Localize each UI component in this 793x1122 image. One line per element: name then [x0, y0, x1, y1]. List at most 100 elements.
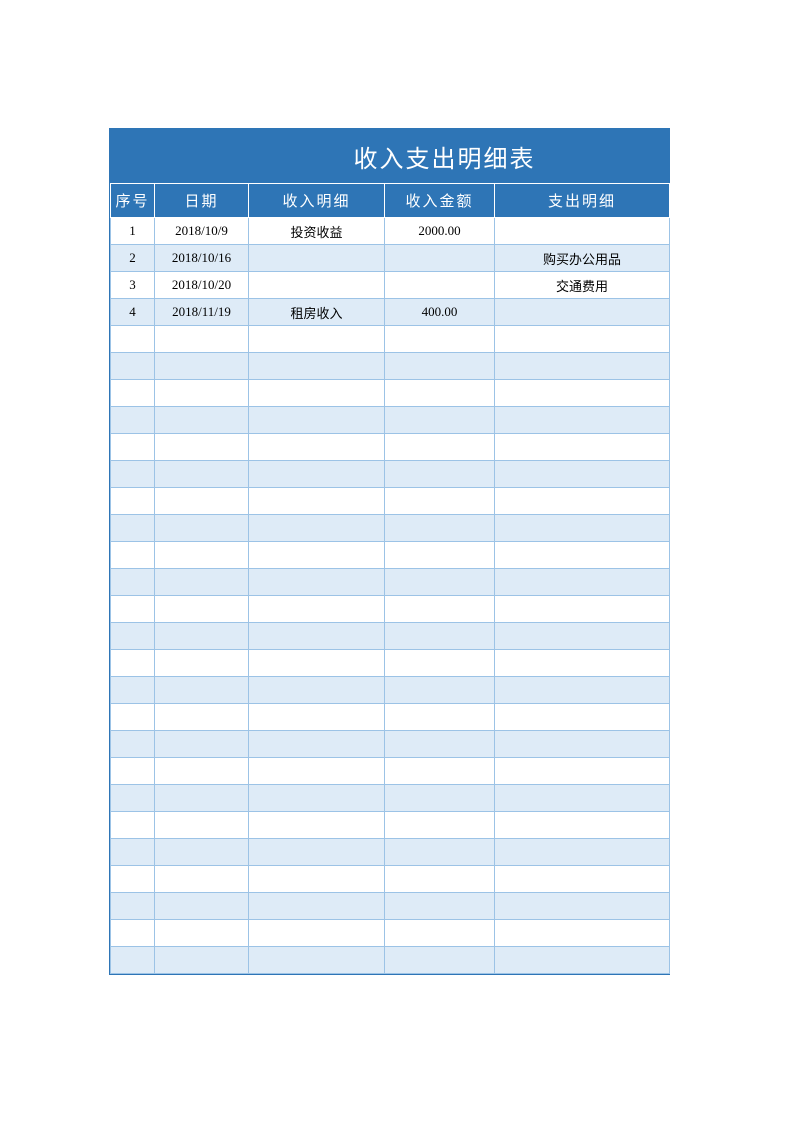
cell-income-amount	[385, 407, 495, 434]
table-row	[111, 785, 670, 812]
cell-income-detail	[249, 542, 385, 569]
cell-date	[155, 326, 249, 353]
cell-expense-detail	[495, 218, 670, 245]
table-row	[111, 947, 670, 974]
cell-date	[155, 569, 249, 596]
cell-date	[155, 758, 249, 785]
header-row: 序号 日期 收入明细 收入金额 支出明细	[111, 184, 670, 218]
cell-date	[155, 488, 249, 515]
table-row	[111, 569, 670, 596]
cell-expense-detail: 交通费用	[495, 272, 670, 299]
cell-income-detail	[249, 704, 385, 731]
cell-income-amount	[385, 785, 495, 812]
cell-income-detail	[249, 569, 385, 596]
cell-seq	[111, 353, 155, 380]
cell-expense-detail	[495, 650, 670, 677]
cell-seq	[111, 650, 155, 677]
cell-seq: 3	[111, 272, 155, 299]
cell-expense-detail	[495, 488, 670, 515]
cell-income-detail	[249, 380, 385, 407]
cell-income-detail	[249, 785, 385, 812]
cell-seq	[111, 542, 155, 569]
cell-income-detail	[249, 947, 385, 974]
col-header-income-amount: 收入金额	[385, 184, 495, 218]
cell-date	[155, 623, 249, 650]
cell-seq	[111, 947, 155, 974]
cell-date	[155, 785, 249, 812]
cell-income-amount	[385, 947, 495, 974]
table-row	[111, 704, 670, 731]
cell-date	[155, 704, 249, 731]
cell-income-detail	[249, 245, 385, 272]
cell-income-amount: 2000.00	[385, 218, 495, 245]
cell-income-detail: 租房收入	[249, 299, 385, 326]
cell-income-amount	[385, 515, 495, 542]
table-row	[111, 407, 670, 434]
cell-income-detail: 投资收益	[249, 218, 385, 245]
cell-income-detail	[249, 677, 385, 704]
table-row	[111, 461, 670, 488]
cell-income-detail	[249, 623, 385, 650]
cell-income-detail	[249, 866, 385, 893]
table-row: 22018/10/16购买办公用品	[111, 245, 670, 272]
cell-date	[155, 380, 249, 407]
cell-seq	[111, 434, 155, 461]
cell-income-detail	[249, 812, 385, 839]
cell-seq: 2	[111, 245, 155, 272]
cell-income-amount	[385, 866, 495, 893]
cell-expense-detail	[495, 839, 670, 866]
table-row	[111, 542, 670, 569]
cell-income-detail	[249, 326, 385, 353]
cell-seq	[111, 461, 155, 488]
cell-expense-detail	[495, 326, 670, 353]
cell-expense-detail	[495, 515, 670, 542]
cell-income-amount	[385, 245, 495, 272]
cell-seq	[111, 515, 155, 542]
table-row	[111, 677, 670, 704]
col-header-income-detail: 收入明细	[249, 184, 385, 218]
cell-income-detail	[249, 515, 385, 542]
cell-income-amount	[385, 596, 495, 623]
cell-income-amount	[385, 623, 495, 650]
cell-expense-detail	[495, 758, 670, 785]
cell-income-detail	[249, 731, 385, 758]
cell-seq	[111, 677, 155, 704]
cell-income-amount	[385, 704, 495, 731]
cell-expense-detail	[495, 677, 670, 704]
cell-seq	[111, 866, 155, 893]
cell-expense-detail	[495, 461, 670, 488]
table-row	[111, 353, 670, 380]
cell-income-amount	[385, 434, 495, 461]
cell-expense-detail	[495, 542, 670, 569]
table-row	[111, 839, 670, 866]
table-row: 12018/10/9投资收益2000.00	[111, 218, 670, 245]
cell-expense-detail	[495, 569, 670, 596]
cell-income-detail	[249, 650, 385, 677]
cell-seq	[111, 920, 155, 947]
cell-expense-detail	[495, 920, 670, 947]
cell-income-amount	[385, 461, 495, 488]
cell-date	[155, 866, 249, 893]
cell-expense-detail	[495, 407, 670, 434]
cell-date	[155, 893, 249, 920]
cell-seq	[111, 731, 155, 758]
cell-income-detail	[249, 353, 385, 380]
cell-income-amount	[385, 677, 495, 704]
table-row: 32018/10/20 交通费用	[111, 272, 670, 299]
table-row	[111, 731, 670, 758]
cell-expense-detail	[495, 731, 670, 758]
cell-income-amount	[385, 353, 495, 380]
cell-expense-detail	[495, 785, 670, 812]
cell-date	[155, 407, 249, 434]
cell-income-detail	[249, 596, 385, 623]
cell-seq	[111, 569, 155, 596]
cell-expense-detail	[495, 623, 670, 650]
cell-seq	[111, 758, 155, 785]
cell-seq	[111, 380, 155, 407]
cell-date	[155, 542, 249, 569]
cell-date: 2018/10/20	[155, 272, 249, 299]
cell-expense-detail	[495, 704, 670, 731]
table-row	[111, 380, 670, 407]
table-row	[111, 650, 670, 677]
table-row: 42018/11/19租房收入400.00	[111, 299, 670, 326]
